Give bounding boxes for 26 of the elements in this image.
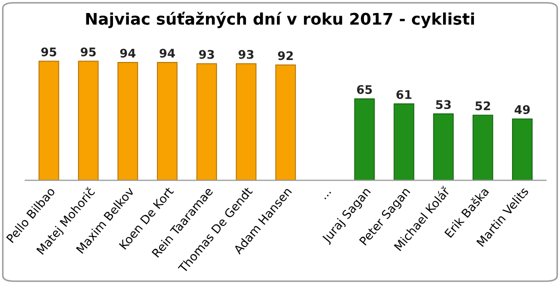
bar [156,62,178,180]
data-label: 93 [199,50,214,59]
data-label: 95 [80,47,96,56]
data-label: 53 [436,100,451,110]
bar [118,62,138,180]
x-tick-label: ... [324,192,332,200]
bar [275,64,296,180]
bar [196,63,217,180]
chart-title: Najviac súťažných dní v roku 2017 - cyklisti [86,12,474,28]
data-label: 93 [238,50,254,59]
data-label: 65 [357,85,372,94]
data-label: 52 [476,101,490,110]
data-label: 92 [278,51,293,60]
data-label: 49 [514,105,530,114]
bar [472,114,494,180]
bar [78,60,99,180]
bar [512,118,533,180]
bar [394,103,414,180]
bar [354,98,375,180]
data-label: 94 [120,48,136,58]
bar [38,60,60,180]
data-label: 61 [396,90,412,100]
data-label: 95 [41,47,56,56]
bar [433,113,454,180]
data-label: 94 [160,48,175,58]
bar [236,63,256,180]
